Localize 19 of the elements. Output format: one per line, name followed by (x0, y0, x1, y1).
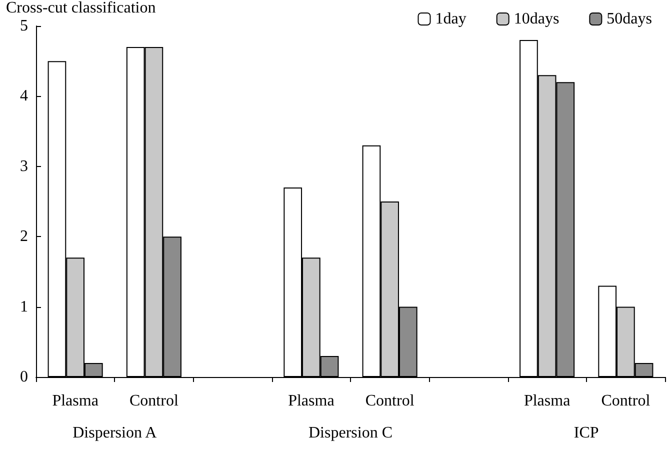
y-tick-label: 0 (20, 368, 28, 386)
text: Dispersion C (308, 424, 392, 442)
x-tick-label: Plasma (524, 392, 570, 410)
y-axis-title: Cross-cut classification (6, 0, 156, 16)
legend-label: 50days (606, 10, 652, 28)
text: ICP (574, 424, 599, 442)
y-tick-label: 1 (20, 298, 28, 316)
text: Dispersion A (72, 424, 158, 442)
legend-label: 10days (514, 10, 560, 28)
y-tick-label: 2 (20, 228, 28, 246)
x-tick-label: Plasma (288, 392, 334, 410)
y-tick-label: 5 (20, 18, 28, 34)
y-tick-label: 3 (20, 158, 28, 175)
x-tick-label: Control (129, 392, 179, 410)
x-tick-label: Control (365, 392, 415, 410)
y-tick-label: 4 (20, 88, 28, 105)
x-tick-label: Plasma (52, 392, 98, 410)
legend-label: 1day (435, 10, 466, 28)
x-tick-label: Control (601, 392, 651, 410)
